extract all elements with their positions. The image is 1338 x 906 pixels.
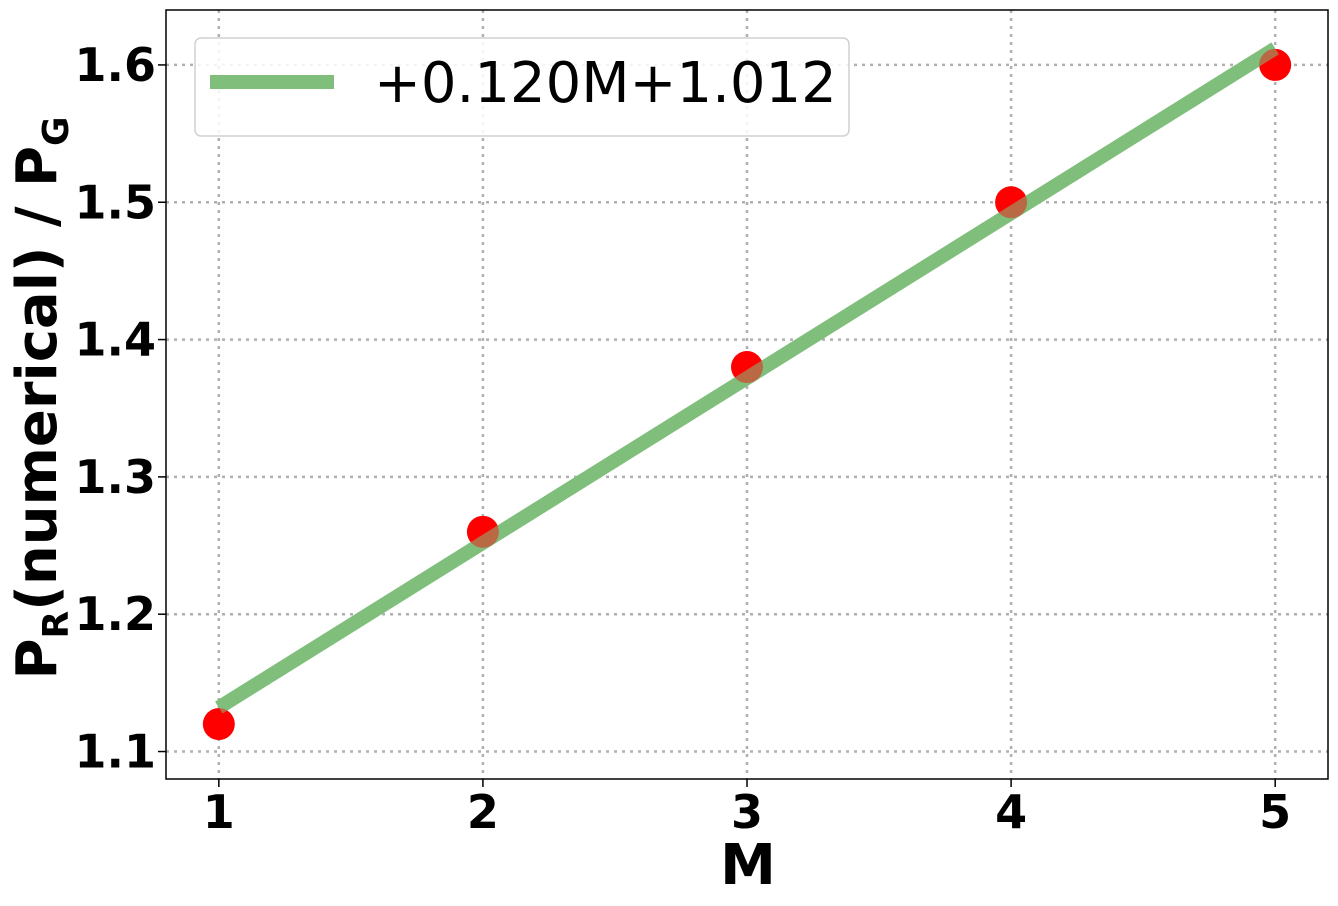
x-tick-label-5: 5 [1259, 785, 1291, 839]
y-label-p: P [5, 638, 70, 679]
y-tick-label-3: 1.3 [75, 450, 157, 504]
fit-line-overlay [215, 42, 1279, 714]
x-tick-label-1: 1 [203, 785, 235, 839]
y-tick-label-5: 1.5 [75, 175, 157, 229]
y-axis-ticks: 1.1 1.2 1.3 1.4 1.5 1.6 [75, 38, 166, 779]
y-tick-label-4: 1.4 [75, 313, 157, 367]
y-label-sub-g: G [36, 116, 77, 146]
data-point-1 [202, 708, 235, 741]
data-points [202, 42, 1292, 741]
y-tick-label-6: 1.6 [75, 38, 157, 92]
legend-box [194, 37, 850, 137]
x-axis-label: M [720, 833, 776, 898]
x-tick-label-3: 3 [731, 785, 763, 839]
y-tick-label-2: 1.2 [75, 587, 157, 641]
y-axis-label: PR(numerical) / PG [5, 116, 77, 679]
y-label-mid: (numerical) / P [5, 146, 70, 611]
y-tick-label-1: 1.1 [75, 725, 157, 779]
legend: +0.120M+1.012 [194, 37, 850, 137]
x-tick-label-2: 2 [467, 785, 499, 839]
svg-text:PR(numerical) / PG: PR(numerical) / PG [5, 116, 77, 679]
y-label-sub-r: R [36, 611, 77, 639]
legend-label: +0.120M+1.012 [374, 51, 837, 116]
x-axis-ticks: 1 2 3 4 5 [203, 779, 1291, 839]
x-tick-label-4: 4 [995, 785, 1027, 839]
